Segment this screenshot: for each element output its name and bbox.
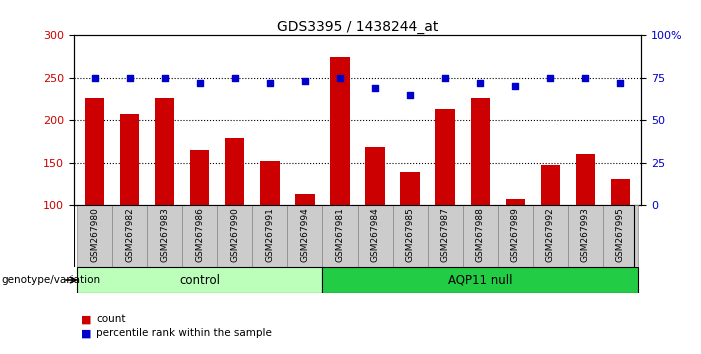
- Point: [475, 80, 486, 86]
- Bar: [611, 179, 630, 205]
- Text: GSM267982: GSM267982: [125, 208, 134, 262]
- Point: [229, 75, 240, 81]
- Point: [580, 75, 591, 81]
- Text: GSM267984: GSM267984: [371, 208, 379, 262]
- Bar: [540, 165, 560, 205]
- Text: GSM267991: GSM267991: [266, 207, 274, 263]
- Bar: [322, 205, 358, 267]
- Bar: [400, 172, 420, 205]
- Bar: [295, 194, 315, 205]
- Text: GSM267994: GSM267994: [301, 208, 309, 262]
- Bar: [435, 109, 455, 205]
- Text: GSM267980: GSM267980: [90, 207, 99, 263]
- Text: GSM267992: GSM267992: [546, 208, 554, 262]
- Bar: [182, 205, 217, 267]
- Bar: [77, 205, 112, 267]
- Bar: [225, 138, 245, 205]
- Point: [615, 80, 626, 86]
- Bar: [568, 205, 603, 267]
- Bar: [120, 114, 139, 205]
- Bar: [112, 205, 147, 267]
- Bar: [428, 205, 463, 267]
- Title: GDS3395 / 1438244_at: GDS3395 / 1438244_at: [277, 21, 438, 34]
- Text: GSM267993: GSM267993: [581, 207, 590, 263]
- Text: GSM267986: GSM267986: [196, 207, 204, 263]
- Bar: [603, 205, 638, 267]
- Text: ■: ■: [81, 329, 91, 338]
- Text: GSM267988: GSM267988: [476, 207, 484, 263]
- Text: GSM267981: GSM267981: [336, 207, 344, 263]
- Text: count: count: [96, 314, 125, 324]
- Bar: [85, 98, 104, 205]
- Text: GSM267995: GSM267995: [616, 207, 625, 263]
- Text: percentile rank within the sample: percentile rank within the sample: [96, 329, 272, 338]
- Bar: [287, 205, 322, 267]
- Bar: [463, 205, 498, 267]
- Bar: [470, 98, 490, 205]
- Bar: [576, 154, 595, 205]
- Bar: [365, 147, 385, 205]
- Bar: [260, 161, 280, 205]
- Point: [194, 80, 205, 86]
- Bar: [190, 150, 210, 205]
- Point: [545, 75, 556, 81]
- Point: [404, 92, 416, 98]
- Text: AQP11 null: AQP11 null: [448, 274, 512, 286]
- Point: [124, 75, 135, 81]
- Point: [264, 80, 275, 86]
- Bar: [322, 267, 638, 293]
- Text: genotype/variation: genotype/variation: [1, 275, 100, 285]
- Point: [510, 84, 521, 89]
- Bar: [498, 205, 533, 267]
- Bar: [217, 205, 252, 267]
- Bar: [330, 57, 350, 205]
- Text: GSM267987: GSM267987: [441, 207, 449, 263]
- Bar: [358, 205, 393, 267]
- Bar: [252, 205, 287, 267]
- Point: [299, 79, 311, 84]
- Bar: [393, 205, 428, 267]
- Text: GSM267985: GSM267985: [406, 207, 414, 263]
- Bar: [155, 98, 175, 205]
- Point: [369, 85, 381, 91]
- Text: GSM267989: GSM267989: [511, 207, 519, 263]
- Point: [89, 75, 100, 81]
- Bar: [505, 199, 525, 205]
- Point: [159, 75, 170, 81]
- Bar: [533, 205, 568, 267]
- Point: [440, 75, 451, 81]
- Bar: [147, 205, 182, 267]
- Point: [334, 75, 346, 81]
- Text: GSM267983: GSM267983: [161, 207, 169, 263]
- Bar: [77, 267, 322, 293]
- Text: ■: ■: [81, 314, 91, 324]
- Text: control: control: [179, 274, 220, 286]
- Text: GSM267990: GSM267990: [231, 207, 239, 263]
